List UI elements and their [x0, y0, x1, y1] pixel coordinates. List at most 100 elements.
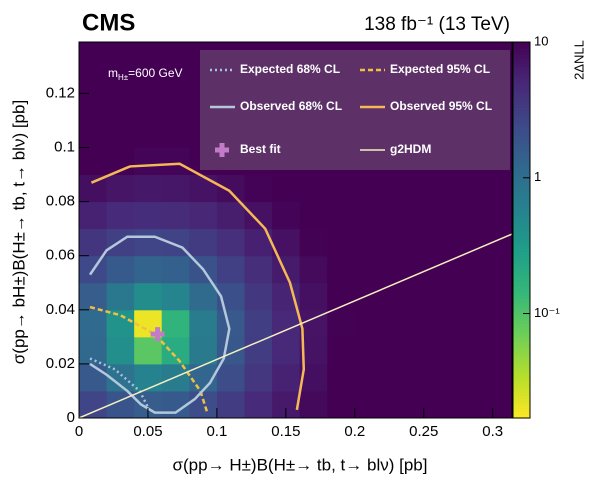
contour-line — [89, 305, 209, 413]
heatmap-cell — [161, 201, 190, 230]
heatmap-cell — [79, 336, 108, 365]
heatmap-cell — [437, 147, 466, 176]
heatmap-cell — [244, 390, 273, 418]
mass-symbol: m — [108, 66, 118, 80]
colorbar-segment — [513, 179, 530, 184]
heatmap-cell — [272, 93, 301, 121]
heatmap-cell — [272, 147, 301, 176]
colorbar-segment — [513, 142, 530, 146]
heatmap-cell — [79, 93, 108, 121]
heatmap-cell — [79, 363, 108, 392]
y-tick-label: 0.06 — [46, 247, 75, 264]
heatmap-cell — [492, 66, 512, 94]
heatmap-cell — [327, 255, 356, 284]
legend-label: Best fit — [240, 142, 281, 156]
colorbar-segment — [513, 283, 530, 287]
heatmap-cell — [189, 120, 218, 148]
colorbar-segment — [513, 60, 530, 65]
colorbar-segment — [513, 54, 530, 59]
colorbar-segment — [513, 286, 530, 291]
heatmap-cell — [465, 336, 494, 365]
colorbar-segment — [513, 386, 530, 391]
colorbar-segment — [513, 161, 530, 165]
heatmap-cell — [409, 174, 439, 203]
colorbar-segment — [513, 129, 530, 134]
chart-subtitle: 138 fb⁻¹ (13 TeV) — [364, 14, 510, 35]
legend-box — [200, 50, 510, 170]
heatmap-cell — [409, 120, 439, 148]
heatmap-cell — [161, 147, 190, 176]
heatmap-cell — [465, 66, 494, 94]
heatmap-cell — [327, 42, 356, 67]
colorbar-segment — [513, 405, 530, 410]
colorbar-segment — [513, 123, 530, 128]
colorbar-segment — [513, 311, 530, 316]
colorbar-segment — [513, 217, 530, 222]
legend-label: Observed 68% CL — [240, 99, 342, 113]
colorbar-segment — [513, 157, 530, 162]
colorbar-segment — [513, 327, 530, 331]
mass-value: =600 GeV — [128, 66, 182, 80]
y-tick-label: 0.12 — [46, 84, 75, 101]
heatmap-cell — [327, 147, 356, 176]
heatmap-cell — [189, 390, 218, 418]
colorbar-segment — [513, 261, 530, 266]
plot-frame — [78, 41, 513, 419]
legend-label: Expected 95% CL — [390, 62, 490, 76]
colorbar-segment — [513, 258, 530, 262]
colorbar-segment — [513, 349, 530, 353]
colorbar-segment — [513, 98, 530, 103]
heatmap-cell — [161, 120, 190, 148]
legend-label: Observed 95% CL — [390, 99, 492, 113]
heatmap-cell — [216, 228, 245, 257]
heatmap-cell — [354, 42, 383, 67]
heatmap-cell — [409, 336, 439, 365]
heatmap-cell — [382, 228, 411, 257]
heatmap-cell — [244, 147, 273, 176]
heatmap-cell — [409, 93, 439, 121]
colorbar-segment — [513, 371, 530, 375]
x-axis-label: σ(pp→ H±)B(H±→ tb, t→ blν) [pb] — [173, 455, 428, 474]
colorbar-segment — [513, 289, 530, 294]
heatmap-cell — [216, 255, 245, 284]
heatmap-cell — [382, 390, 411, 418]
colorbar-segment — [513, 377, 530, 381]
colorbar-segment — [513, 374, 530, 378]
colorbar-segment — [513, 273, 530, 278]
heatmap-cell — [106, 336, 135, 365]
chart-title: CMS — [82, 9, 135, 36]
heatmap-cell — [354, 336, 383, 365]
heatmap-cell — [106, 93, 135, 121]
heatmap-cell — [437, 201, 466, 230]
heatmap-cell — [327, 363, 356, 392]
heatmap-cell — [106, 309, 135, 338]
heatmap-cell — [272, 66, 301, 94]
heatmap-cell — [327, 336, 356, 365]
heatmap-cell — [465, 282, 494, 311]
heatmap-cell — [354, 363, 383, 392]
heatmap-cell — [492, 93, 512, 121]
heatmap-cell — [272, 120, 301, 148]
colorbar-segment — [513, 67, 530, 71]
heatmap-cell — [244, 93, 273, 121]
y-tick-label: 0.08 — [46, 193, 75, 210]
heatmap-cell — [106, 201, 135, 230]
heatmap-cell — [106, 42, 135, 67]
heatmap-cell — [299, 255, 328, 284]
colorbar-segment — [513, 280, 530, 284]
colorbar-segment — [513, 396, 530, 400]
colorbar-segment — [513, 302, 530, 306]
colorbar-segment — [513, 107, 530, 112]
heatmap-cell — [437, 363, 466, 392]
heatmap-cell — [465, 93, 494, 121]
colorbar-segment — [513, 352, 530, 356]
heatmap-cell — [79, 228, 108, 257]
heatmap-cell — [272, 201, 301, 230]
heatmap-cell — [299, 42, 328, 67]
colorbar-segment — [513, 164, 530, 168]
heatmap-cell — [189, 42, 218, 67]
heatmap-cell — [327, 390, 356, 418]
heatmap-cell — [134, 255, 163, 284]
legend-label: g2HDM — [390, 142, 431, 156]
colorbar-segment — [513, 110, 530, 115]
